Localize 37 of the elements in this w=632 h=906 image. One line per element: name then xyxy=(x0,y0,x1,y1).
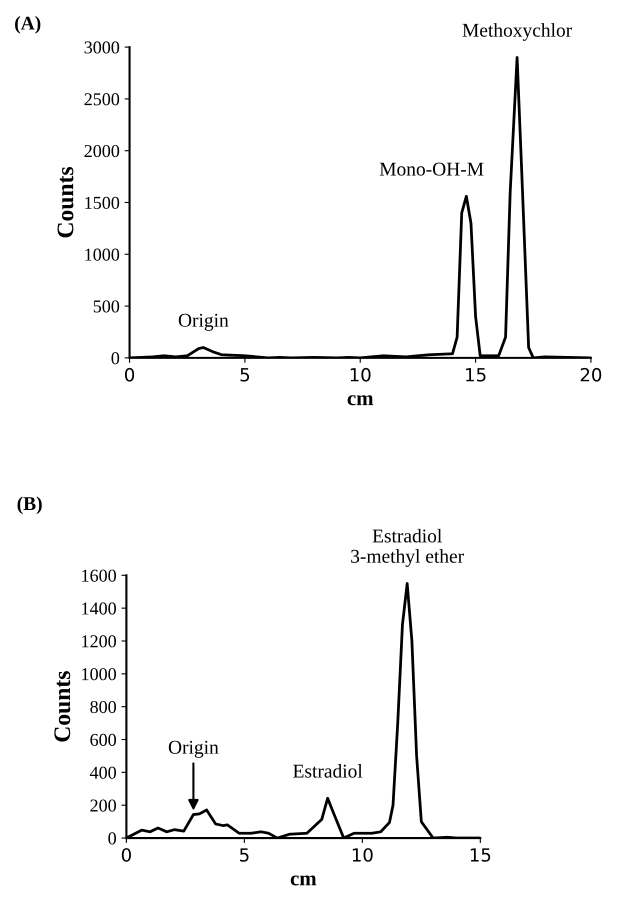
y-axis-title: Counts xyxy=(58,166,74,238)
y-tick-label: 0 xyxy=(108,832,116,844)
x-tick-label: 0 xyxy=(122,848,131,862)
y-tick-label: 3000 xyxy=(84,41,120,54)
chart-title: (B) xyxy=(18,496,42,514)
x-tick-label: 15 xyxy=(470,848,490,862)
x-axis-title: cm xyxy=(290,875,316,886)
x-tick-label: 15 xyxy=(466,368,486,382)
y-tick-label: 400 xyxy=(90,766,116,779)
annotation: Origin xyxy=(168,740,218,758)
x-tick-label: 10 xyxy=(350,368,371,382)
y-tick-label: 1000 xyxy=(85,248,120,261)
x-tick-label: 20 xyxy=(580,368,602,382)
y-tick-label: 2500 xyxy=(84,93,120,106)
y-tick-label: 1200 xyxy=(82,635,116,648)
y-tick-label: 600 xyxy=(90,734,116,746)
y-tick-label: 1400 xyxy=(82,602,116,615)
annotation: Estradiol 3-methyl ether xyxy=(351,528,464,567)
x-tick-label: 5 xyxy=(240,848,249,862)
y-tick-label: 500 xyxy=(94,300,120,313)
y-tick-label: 200 xyxy=(90,799,116,812)
y-tick-label: 1000 xyxy=(82,668,116,680)
y-tick-label: 800 xyxy=(90,700,116,714)
annotation: Methoxychlor xyxy=(462,23,572,41)
chart-title: (A) xyxy=(15,16,40,34)
y-axis-title: Counts xyxy=(54,671,70,742)
x-axis-title: cm xyxy=(348,395,374,406)
x-tick-label: 5 xyxy=(240,368,250,382)
y-tick-label: 2000 xyxy=(84,144,120,158)
x-tick-label: 10 xyxy=(352,848,373,862)
x-tick-label: 0 xyxy=(125,368,134,382)
annotation: Estradiol xyxy=(293,764,362,778)
y-tick-label: 1500 xyxy=(85,196,120,209)
y-tick-label: 1600 xyxy=(82,570,116,582)
y-tick-label: 0 xyxy=(112,352,120,364)
annotation: Origin xyxy=(178,314,228,331)
annotation: Mono-OH-M xyxy=(380,162,484,176)
